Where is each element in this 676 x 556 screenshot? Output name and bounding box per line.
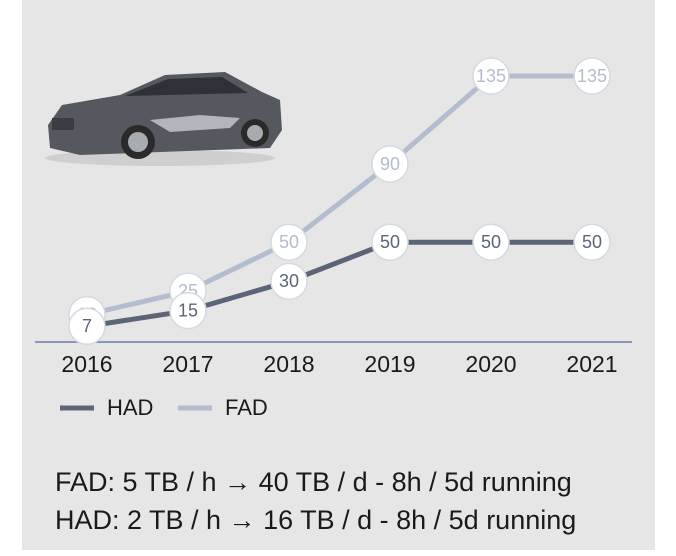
data-label: 135 bbox=[476, 66, 506, 86]
x-tick-label: 2016 bbox=[61, 351, 112, 377]
plot: 1325509013513571530505050 bbox=[68, 57, 611, 346]
data-point bbox=[573, 57, 611, 95]
x-tick-label: 2019 bbox=[364, 351, 415, 377]
x-tick-label: 2017 bbox=[162, 351, 213, 377]
data-point bbox=[68, 307, 106, 346]
data-point bbox=[169, 291, 207, 330]
data-point bbox=[472, 57, 510, 95]
x-tick-label: 2018 bbox=[263, 351, 314, 377]
data-point bbox=[270, 223, 308, 261]
data-label: 50 bbox=[481, 232, 501, 252]
data-label: 135 bbox=[577, 66, 607, 86]
legend-label: HAD bbox=[107, 395, 153, 420]
note: HAD: 2 TB / h → 16 TB / d - 8h / 5d runn… bbox=[55, 505, 576, 535]
x-tick-label: 2020 bbox=[465, 351, 516, 377]
legend-label: FAD bbox=[225, 395, 268, 420]
data-label: 50 bbox=[582, 232, 602, 252]
data-point bbox=[472, 223, 510, 261]
data-point bbox=[371, 223, 409, 261]
car-illustration bbox=[45, 72, 282, 166]
legend: HAD FAD bbox=[60, 395, 268, 420]
data-label: 15 bbox=[178, 300, 198, 320]
data-point bbox=[573, 223, 611, 261]
data-label: 50 bbox=[279, 232, 299, 252]
data-point bbox=[270, 262, 308, 301]
data-label: 50 bbox=[380, 232, 400, 252]
data-label: 30 bbox=[279, 271, 299, 291]
note: FAD: 5 TB / h → 40 TB / d - 8h / 5d runn… bbox=[55, 467, 572, 497]
x-tick-label: 2021 bbox=[566, 351, 617, 377]
data-label: 7 bbox=[82, 316, 92, 336]
data-label: 90 bbox=[380, 154, 400, 174]
panel-background bbox=[22, 0, 655, 550]
data-point bbox=[371, 145, 409, 183]
